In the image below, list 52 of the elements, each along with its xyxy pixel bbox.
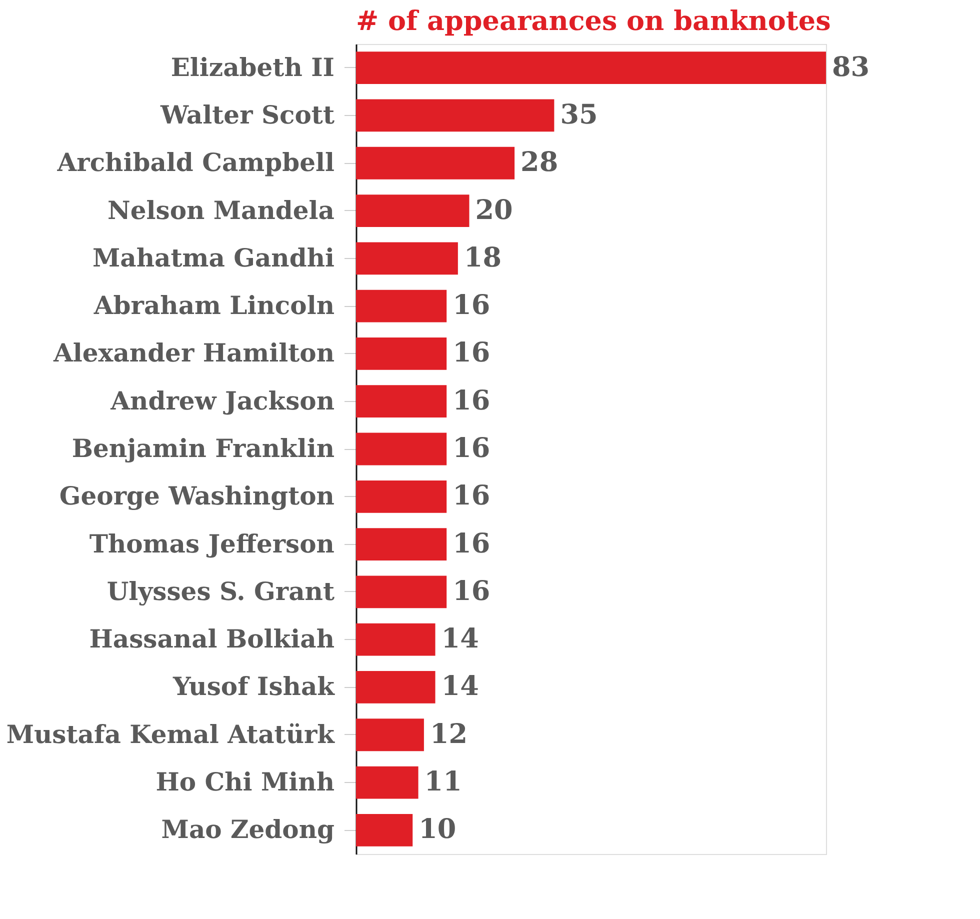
bar [356, 99, 554, 132]
data-label: 83 [832, 52, 870, 83]
y-tick-label: Walter Scott [160, 100, 335, 130]
bar [356, 718, 424, 752]
y-tick-label: Elizabeth II [170, 52, 334, 82]
data-label: 20 [475, 194, 513, 226]
y-tick-label: Nelson Mandela [107, 196, 334, 225]
y-tick-label: Mahatma Gandhi [92, 243, 334, 272]
y-tick-label: Ulysses S. Grant [106, 576, 335, 606]
y-tick-label: Andrew Jackson [110, 386, 334, 416]
bar [356, 528, 447, 560]
chart-title: # of appearances on banknotes [356, 6, 831, 37]
bar [356, 432, 447, 466]
bar [356, 194, 470, 227]
bar [356, 814, 413, 846]
y-tick-label: Thomas Jefferson [89, 529, 334, 558]
data-label: 11 [424, 766, 462, 798]
data-label: 18 [464, 242, 502, 274]
data-label: 16 [452, 576, 490, 607]
data-label: 12 [430, 718, 468, 750]
bar [356, 242, 458, 275]
bar [356, 576, 447, 608]
bar [356, 766, 418, 799]
data-label: 16 [452, 433, 490, 464]
data-label: 14 [441, 671, 479, 702]
bar [356, 52, 826, 84]
data-label: 16 [452, 290, 490, 322]
data-label: 16 [452, 338, 490, 369]
y-tick-label: George Washington [59, 482, 334, 511]
y-tick-label: Ho Chi Minh [156, 768, 334, 797]
bar [356, 338, 447, 370]
y-tick-label: Mustafa Kemal Atatürk [6, 720, 336, 749]
data-label: 14 [441, 624, 479, 655]
y-tick-label: Hassanal Bolkiah [89, 624, 334, 654]
bar [356, 671, 436, 704]
y-tick-label: Yusof Ishak [172, 672, 336, 702]
data-label: 10 [418, 814, 456, 846]
data-label: 16 [452, 528, 490, 560]
bar [356, 290, 447, 322]
y-tick-label: Alexander Hamilton [52, 338, 334, 368]
y-tick-label: Archibald Campbell [56, 148, 334, 178]
data-label: 28 [520, 147, 558, 178]
bar [356, 146, 515, 180]
data-label: 16 [452, 385, 490, 416]
data-label: 35 [560, 99, 598, 130]
bar [356, 623, 436, 656]
data-label: 16 [452, 480, 490, 512]
bar [356, 385, 447, 418]
y-tick-label: Mao Zedong [161, 815, 334, 844]
y-tick-label: Benjamin Franklin [72, 434, 334, 463]
bar [356, 480, 447, 513]
y-tick-label: Abraham Lincoln [92, 291, 334, 320]
